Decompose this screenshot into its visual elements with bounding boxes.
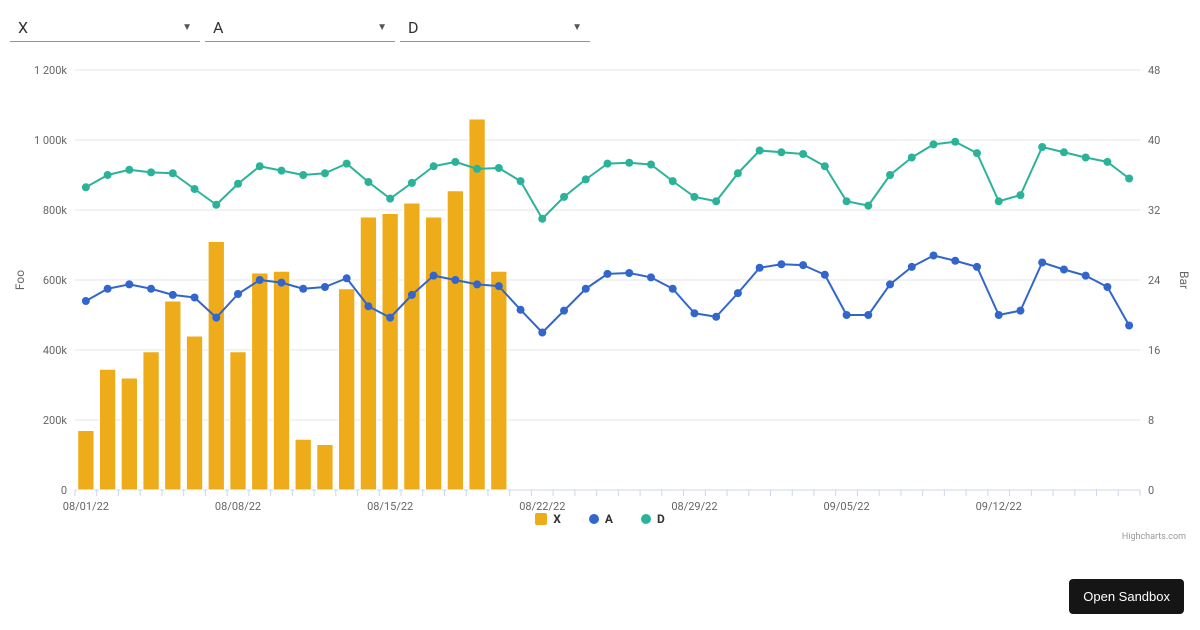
dropdown-label: D bbox=[408, 18, 419, 37]
legend-circle-icon bbox=[589, 514, 599, 524]
svg-text:32: 32 bbox=[1148, 204, 1160, 217]
chart-legend: X A D bbox=[0, 512, 1200, 526]
dropdown-d[interactable]: D ▼ bbox=[400, 12, 590, 42]
svg-text:1 000k: 1 000k bbox=[34, 134, 67, 147]
svg-text:0: 0 bbox=[61, 484, 67, 497]
combo-chart: 0 200k 400k 600k 800k 1 000k 1 200k 0 8 16 24 32 40 4… bbox=[10, 60, 1190, 530]
chevron-down-icon: ▼ bbox=[377, 22, 387, 33]
svg-text:600k: 600k bbox=[43, 274, 68, 287]
legend-item-d[interactable]: D bbox=[641, 512, 665, 526]
svg-text:Foo: Foo bbox=[13, 270, 27, 290]
legend-item-a[interactable]: A bbox=[589, 512, 613, 526]
svg-text:8: 8 bbox=[1148, 414, 1154, 427]
legend-square-icon bbox=[535, 513, 547, 525]
svg-text:200k: 200k bbox=[43, 414, 68, 427]
svg-text:400k: 400k bbox=[43, 344, 68, 357]
svg-text:0: 0 bbox=[1148, 484, 1154, 497]
svg-text:800k: 800k bbox=[43, 204, 68, 217]
dropdown-label: A bbox=[213, 18, 223, 37]
svg-text:48: 48 bbox=[1148, 64, 1160, 77]
chart-credits[interactable]: Highcharts.com bbox=[1122, 532, 1186, 542]
legend-circle-icon bbox=[641, 514, 651, 524]
svg-text:24: 24 bbox=[1148, 274, 1160, 287]
legend-item-x[interactable]: X bbox=[535, 512, 561, 526]
svg-text:40: 40 bbox=[1148, 134, 1160, 147]
legend-label: D bbox=[657, 512, 665, 526]
svg-text:16: 16 bbox=[1148, 344, 1160, 357]
svg-text:1 200k: 1 200k bbox=[34, 64, 67, 77]
dropdown-a[interactable]: A ▼ bbox=[205, 12, 395, 42]
dropdown-row: X ▼ A ▼ D ▼ bbox=[0, 0, 1200, 42]
dropdown-label: X bbox=[18, 18, 28, 37]
legend-label: X bbox=[553, 512, 561, 526]
chevron-down-icon: ▼ bbox=[572, 22, 582, 33]
dropdown-x[interactable]: X ▼ bbox=[10, 12, 200, 42]
open-sandbox-button[interactable]: Open Sandbox bbox=[1069, 579, 1184, 614]
legend-label: A bbox=[605, 512, 613, 526]
svg-text:Bar: Bar bbox=[1177, 271, 1190, 289]
chevron-down-icon: ▼ bbox=[182, 22, 192, 33]
